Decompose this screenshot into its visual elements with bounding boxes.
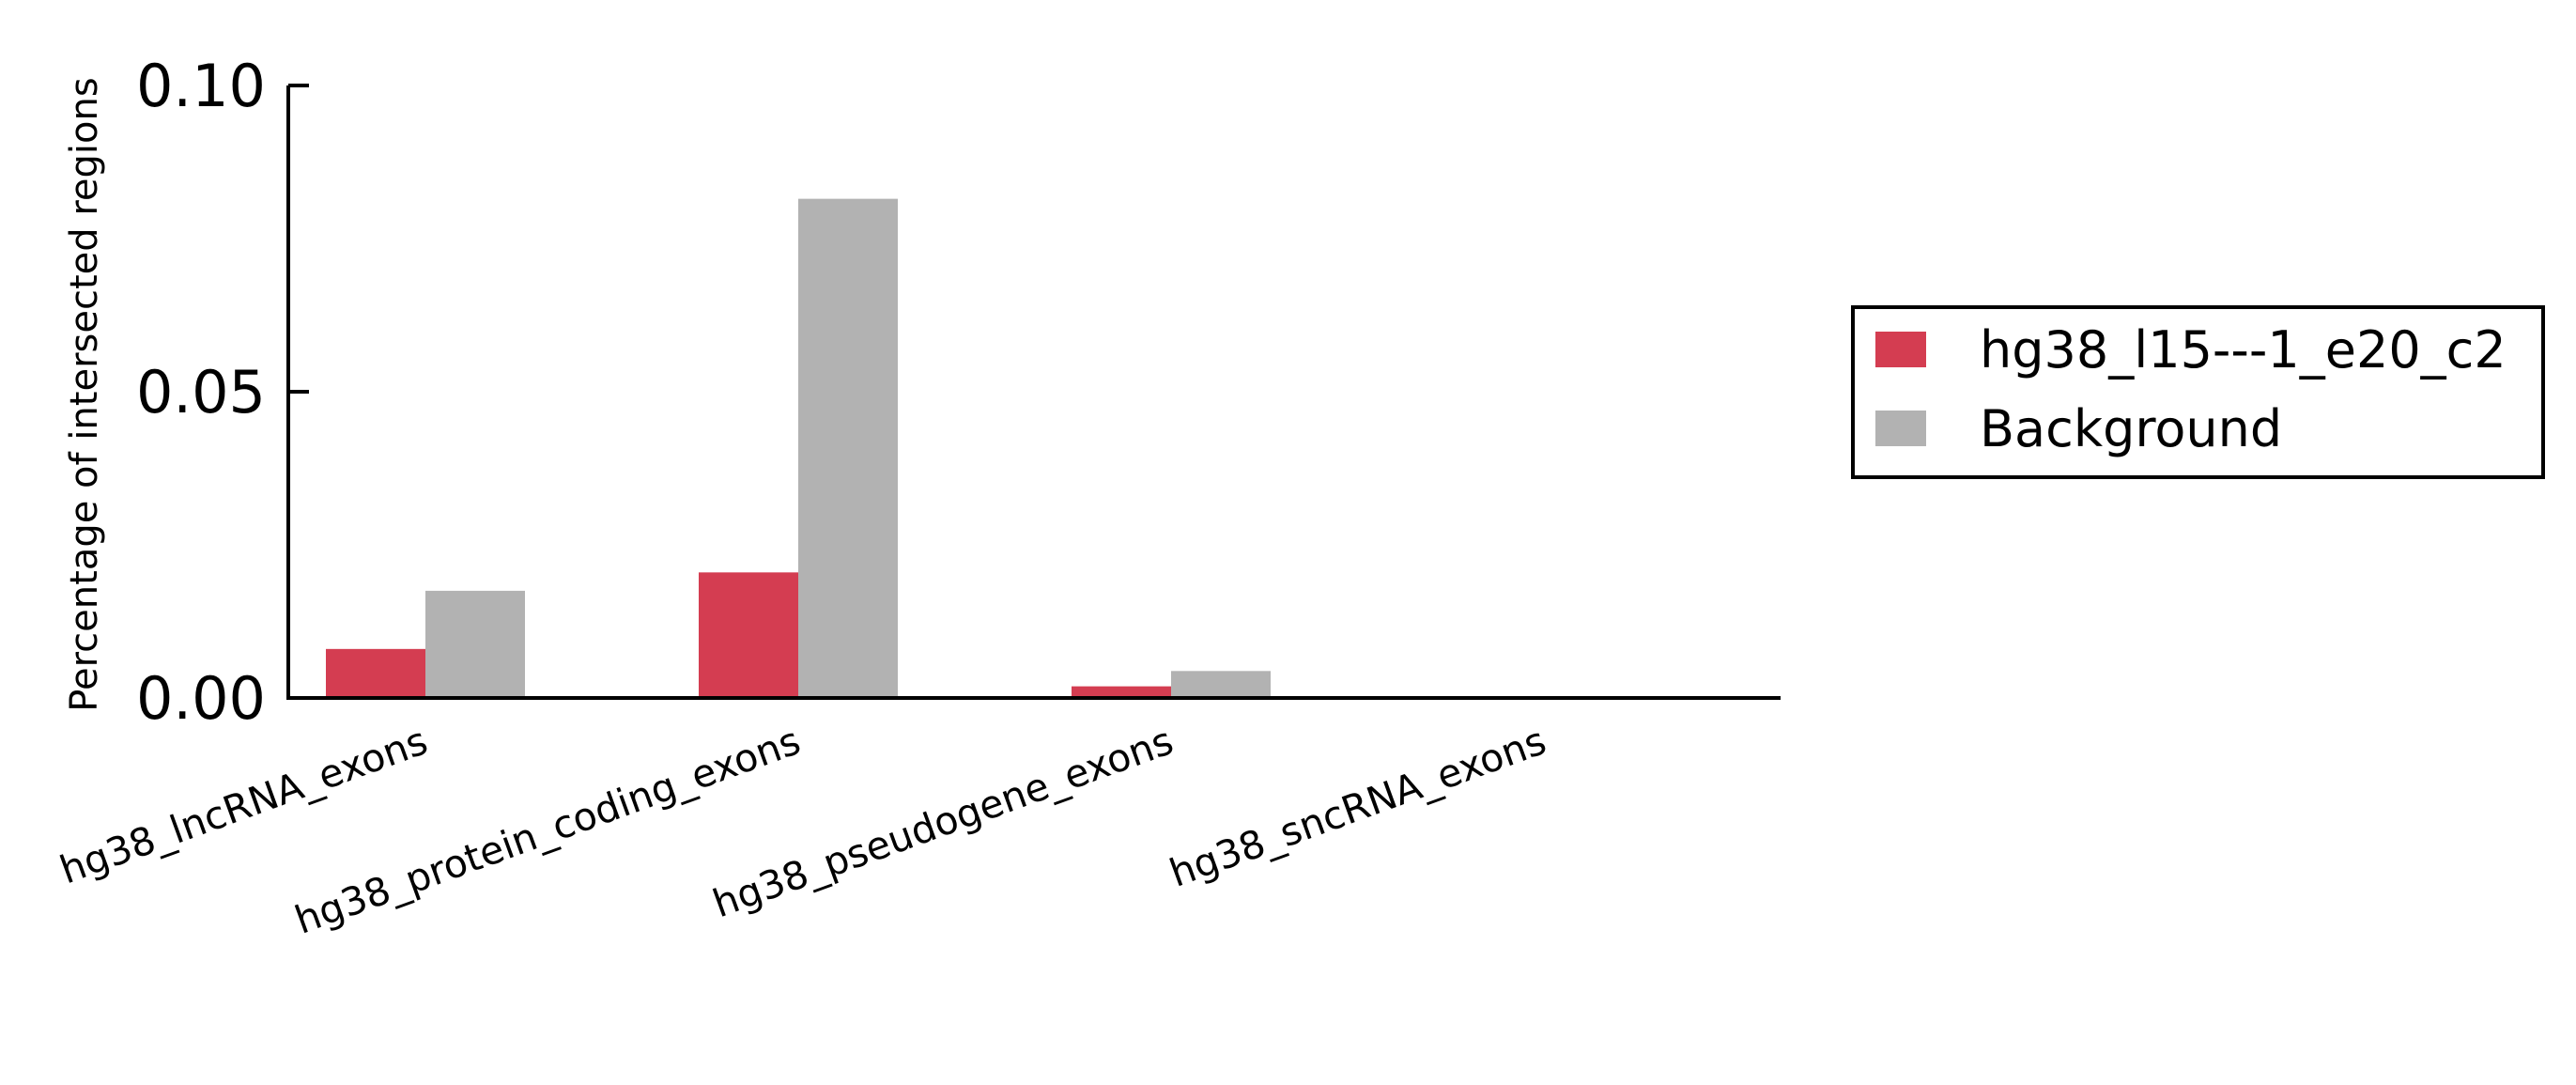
y-tick-label: 0.05 [136,358,266,426]
y-axis-label: Percentage of intersected regions [63,77,106,711]
bar-hg38_pseudogene_exons-series-2 [1171,671,1271,698]
x-tick-label: hg38_sncRNA_exons [1164,718,1551,896]
legend-label-series-1: hg38_l15---1_e20_c2 [1980,320,2507,380]
legend-label-series-2: Background [1980,399,2282,458]
y-tick-label: 0.00 [136,664,266,733]
bar-hg38_protein_coding_exons-series-2 [798,198,898,698]
bar-hg38_lncRNA_exons-series-1 [326,648,425,698]
bar-hg38_protein_coding_exons-series-1 [699,572,798,698]
legend-swatch-series-1 [1875,332,1926,367]
x-ticks: hg38_lncRNA_exonshg38_protein_coding_exo… [54,718,1552,943]
legend-swatch-series-2 [1875,411,1926,446]
y-ticks: 0.00 0.05 0.10 [136,52,309,733]
x-tick-label: hg38_lncRNA_exons [54,718,434,892]
bar-hg38_pseudogene_exons-series-1 [1072,686,1171,698]
bar-hg38_lncRNA_exons-series-2 [425,590,525,698]
legend-frame [1851,305,2545,479]
bars-group [326,198,1271,698]
legend: hg38_l15---1_e20_c2 Background [1851,305,2545,479]
y-tick-label: 0.10 [136,52,266,120]
